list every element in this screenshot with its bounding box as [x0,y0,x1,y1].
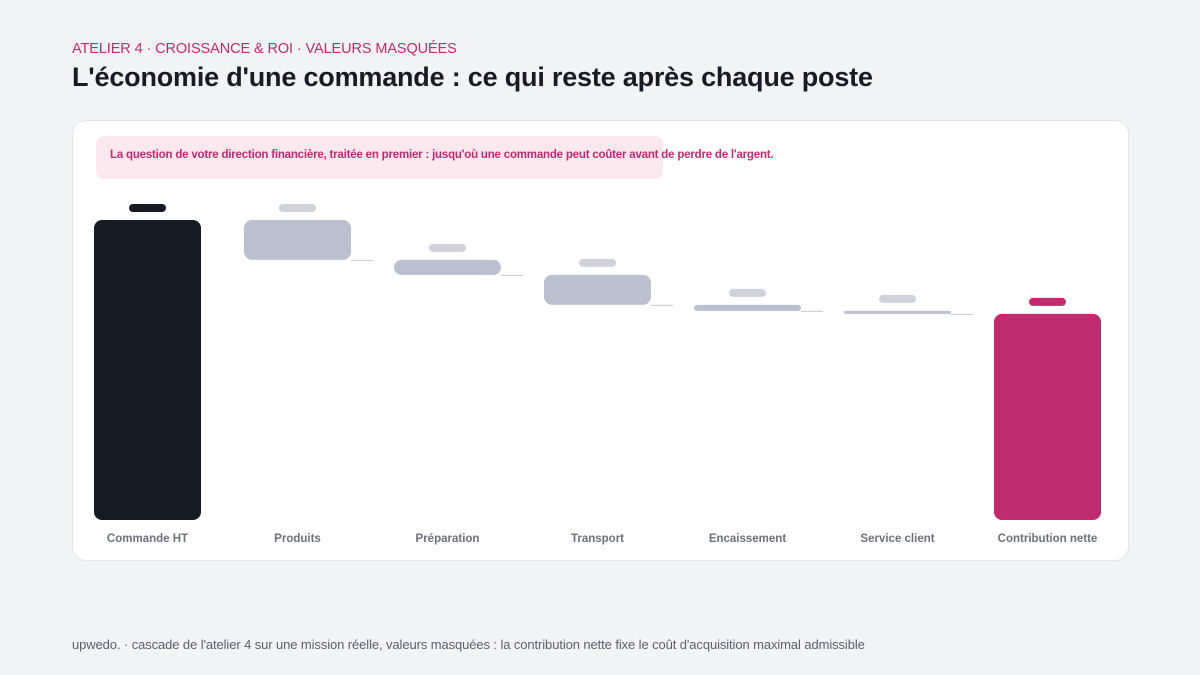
bar-produits [244,220,351,260]
bar-préparation [394,259,501,275]
bar-service-client [844,310,951,314]
category-label: Contribution nette [998,533,1098,545]
category-label: Produits [274,533,321,545]
chart-card [72,120,1129,561]
category-label: Transport [571,533,624,545]
masked-value-label [279,204,316,212]
bar-transport [544,274,651,305]
callout-banner: La question de votre direction financièr… [96,136,774,179]
masked-value-label [729,288,766,297]
category-label: Préparation [416,533,480,545]
masked-value-label [1029,297,1066,306]
category-label: Service client [860,533,934,545]
bar-commande-ht [94,220,201,520]
masked-value-label [429,243,466,252]
category-label: Encaissement [709,533,787,545]
footer-note: upwedo. · cascade de l'atelier 4 sur une… [72,637,865,652]
bar-contribution-nette [994,313,1101,520]
category-label: Commande HT [107,533,188,545]
callout-text: La question de votre direction financièr… [110,149,774,161]
eyebrow: ATELIER 4 · CROISSANCE & ROI · VALEURS M… [72,41,457,57]
masked-value-label [579,258,616,267]
page-title: L'économie d'une commande : ce qui reste… [72,62,873,92]
masked-value-label [879,294,916,303]
bar-encaissement [694,304,801,311]
masked-value-label [129,204,166,212]
